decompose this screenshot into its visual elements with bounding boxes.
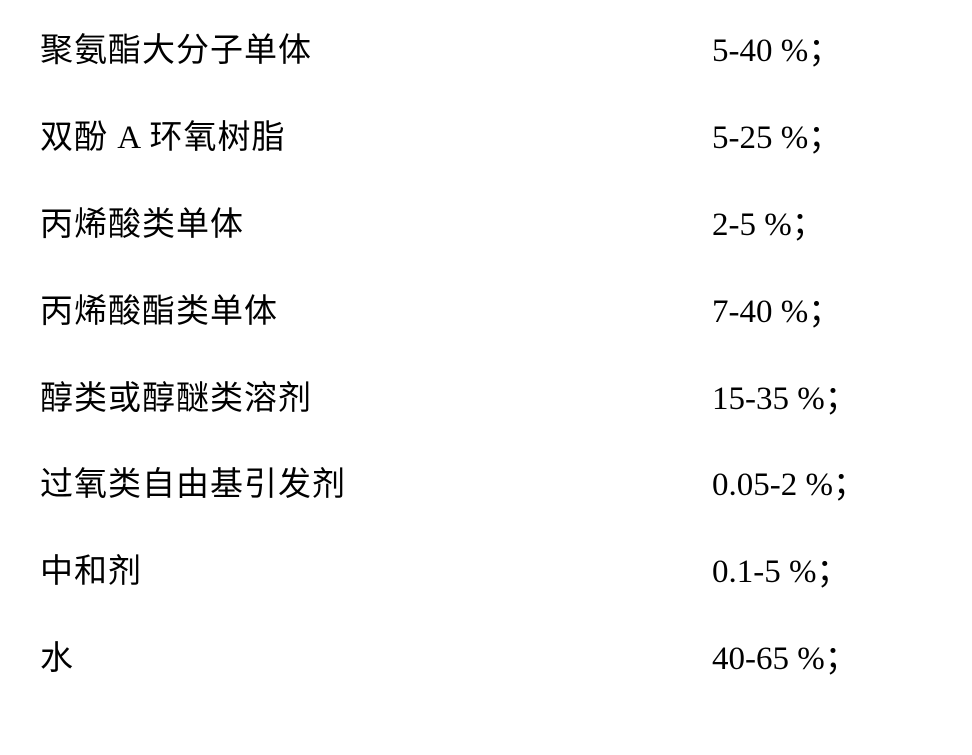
row-label: 丙烯酸酯类单体 [40, 291, 278, 334]
row-value: 0.1-5 %； [712, 551, 912, 594]
table-row: 过氧类自由基引发剂 0.05-2 %； [40, 464, 912, 507]
row-value: 7-40 %； [712, 291, 912, 334]
row-label: 水 [40, 638, 74, 681]
table-row: 丙烯酸类单体 2-5 %； [40, 204, 912, 247]
row-value: 0.05-2 %； [712, 464, 912, 507]
row-value: 15-35 %； [712, 378, 912, 421]
table-row: 丙烯酸酯类单体 7-40 %； [40, 291, 912, 334]
row-label: 过氧类自由基引发剂 [40, 464, 346, 507]
table-row: 聚氨酯大分子单体 5-40 %； [40, 30, 912, 73]
row-label: 丙烯酸类单体 [40, 204, 244, 247]
table-row: 水 40-65 %； [40, 638, 912, 681]
composition-table: 聚氨酯大分子单体 5-40 %； 双酚 A 环氧树脂 5-25 %； 丙烯酸类单… [0, 0, 972, 755]
table-row: 双酚 A 环氧树脂 5-25 %； [40, 117, 912, 160]
table-row: 醇类或醇醚类溶剂 15-35 %； [40, 378, 912, 421]
table-row: 中和剂 0.1-5 %； [40, 551, 912, 594]
row-label: 聚氨酯大分子单体 [40, 30, 312, 73]
row-value: 40-65 %； [712, 638, 912, 681]
row-value: 5-40 %； [712, 30, 912, 73]
row-label: 中和剂 [40, 551, 142, 594]
row-label: 双酚 A 环氧树脂 [40, 117, 286, 160]
row-value: 5-25 %； [712, 117, 912, 160]
row-value: 2-5 %； [712, 204, 912, 247]
row-label: 醇类或醇醚类溶剂 [40, 378, 312, 421]
